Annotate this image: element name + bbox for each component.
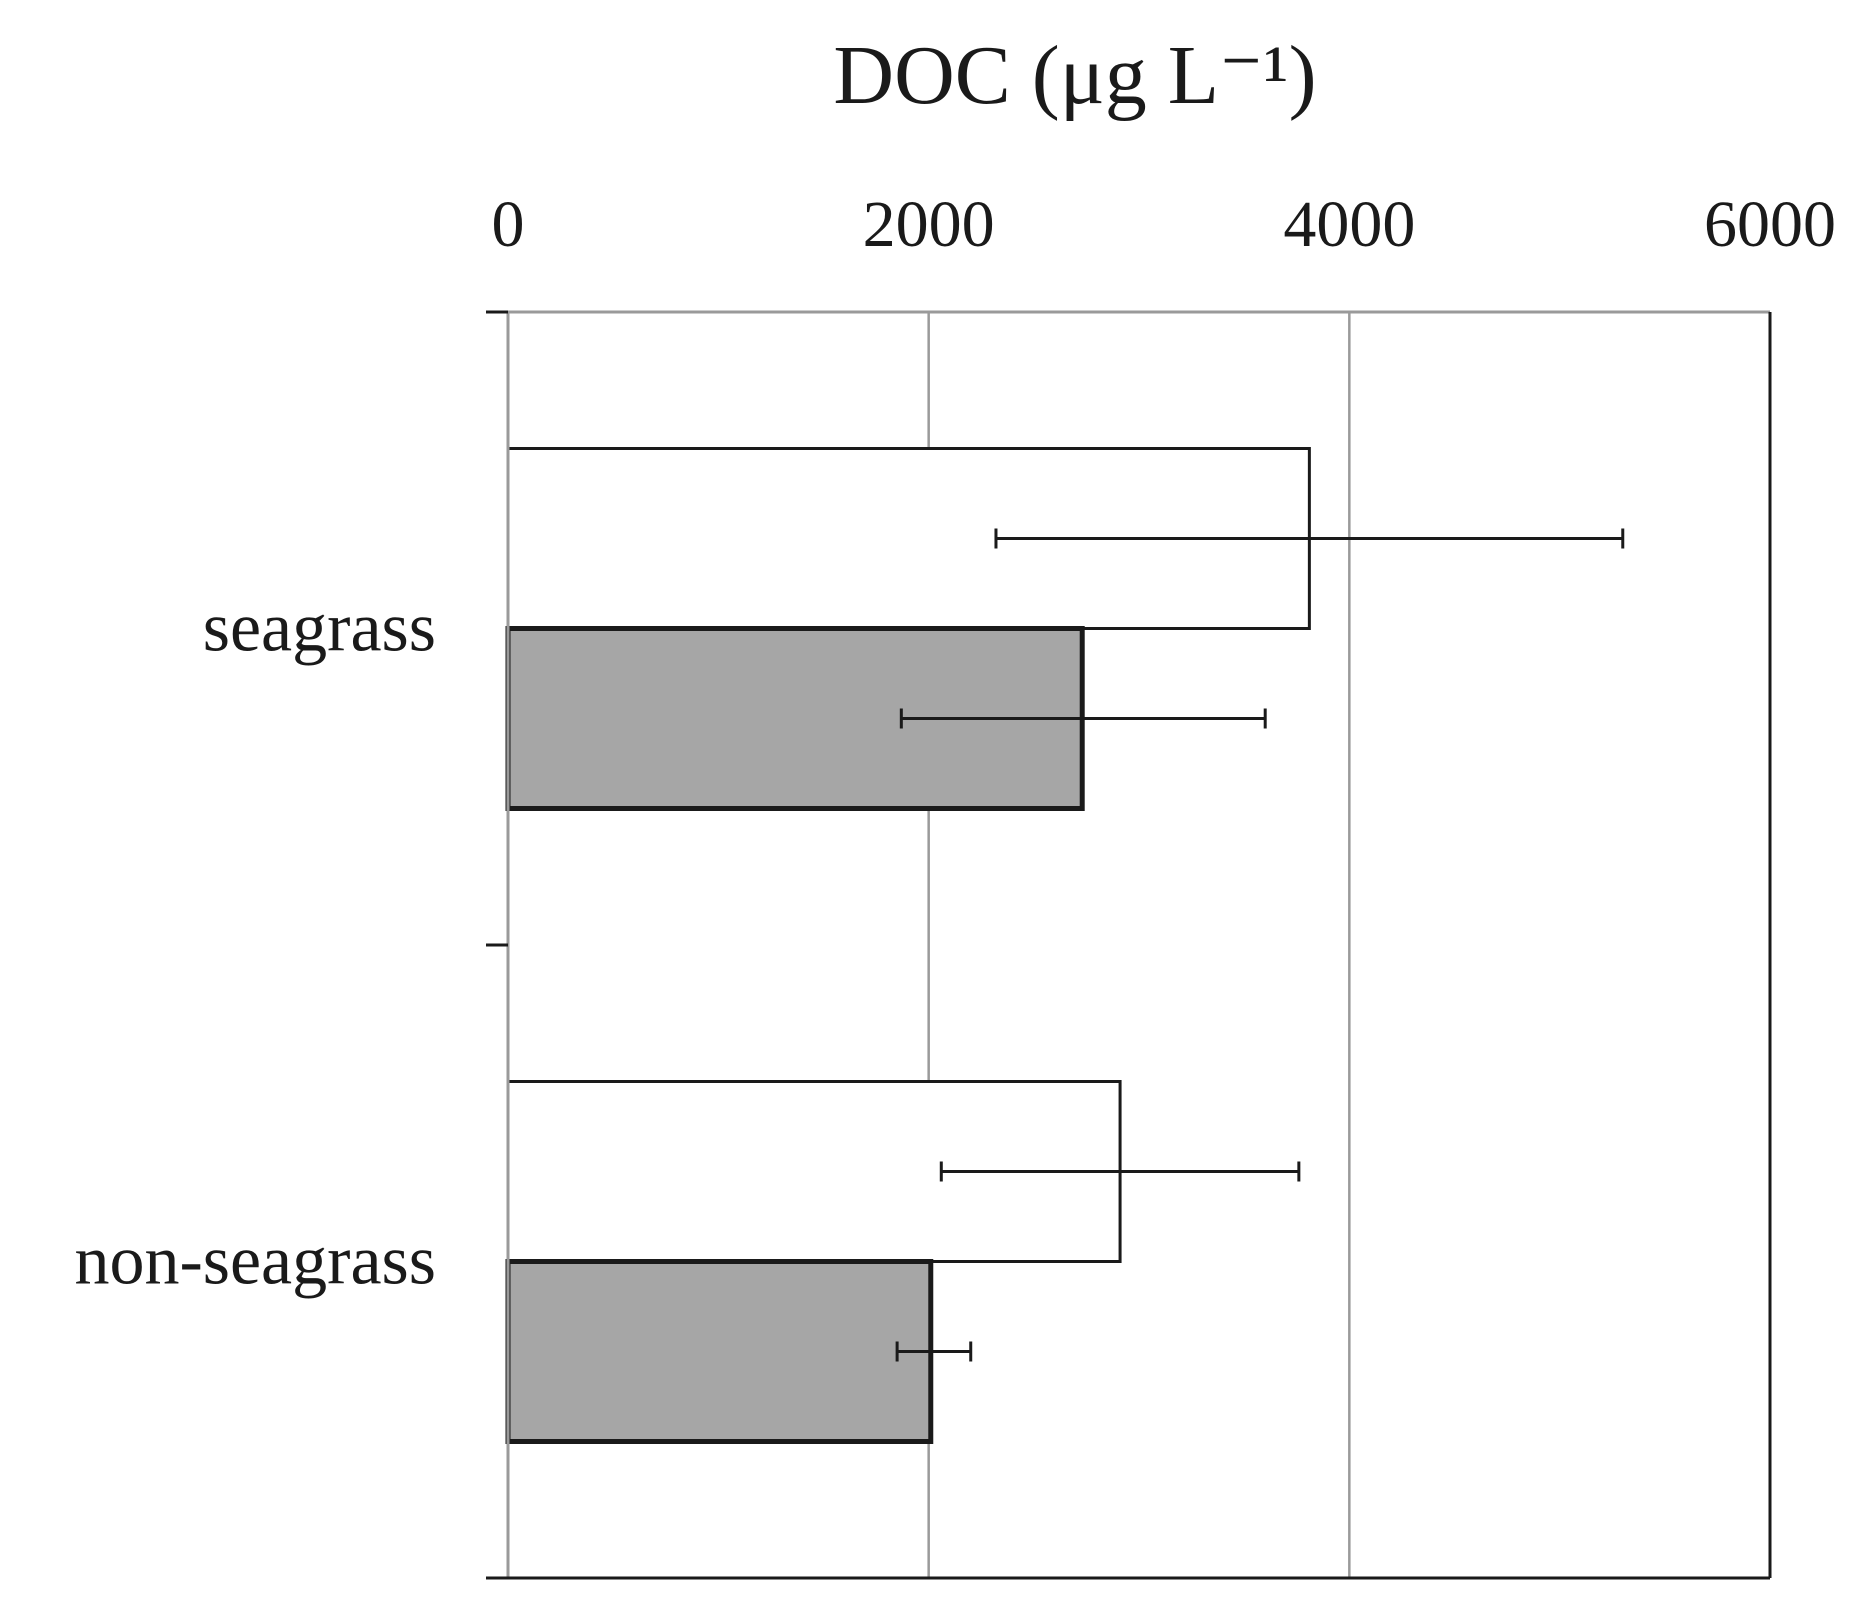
x-tick-label-0: 0 [492, 188, 525, 261]
category-label-non-seagrass: non-seagrass [74, 1223, 436, 1300]
x-tick-label-2000: 2000 [863, 188, 995, 261]
chart-title: DOC (μg L⁻¹) [833, 29, 1316, 122]
category-label-seagrass: seagrass [203, 590, 436, 667]
x-tick-label-4000: 4000 [1283, 188, 1415, 261]
labels: 0 2000 4000 6000 seagrass non-seagrass [74, 188, 1836, 1300]
bars [505, 447, 1625, 1444]
bar-non-seagrass-1 [505, 1259, 934, 1444]
axes [486, 310, 1772, 1580]
x-tick-label-6000: 6000 [1704, 188, 1836, 261]
